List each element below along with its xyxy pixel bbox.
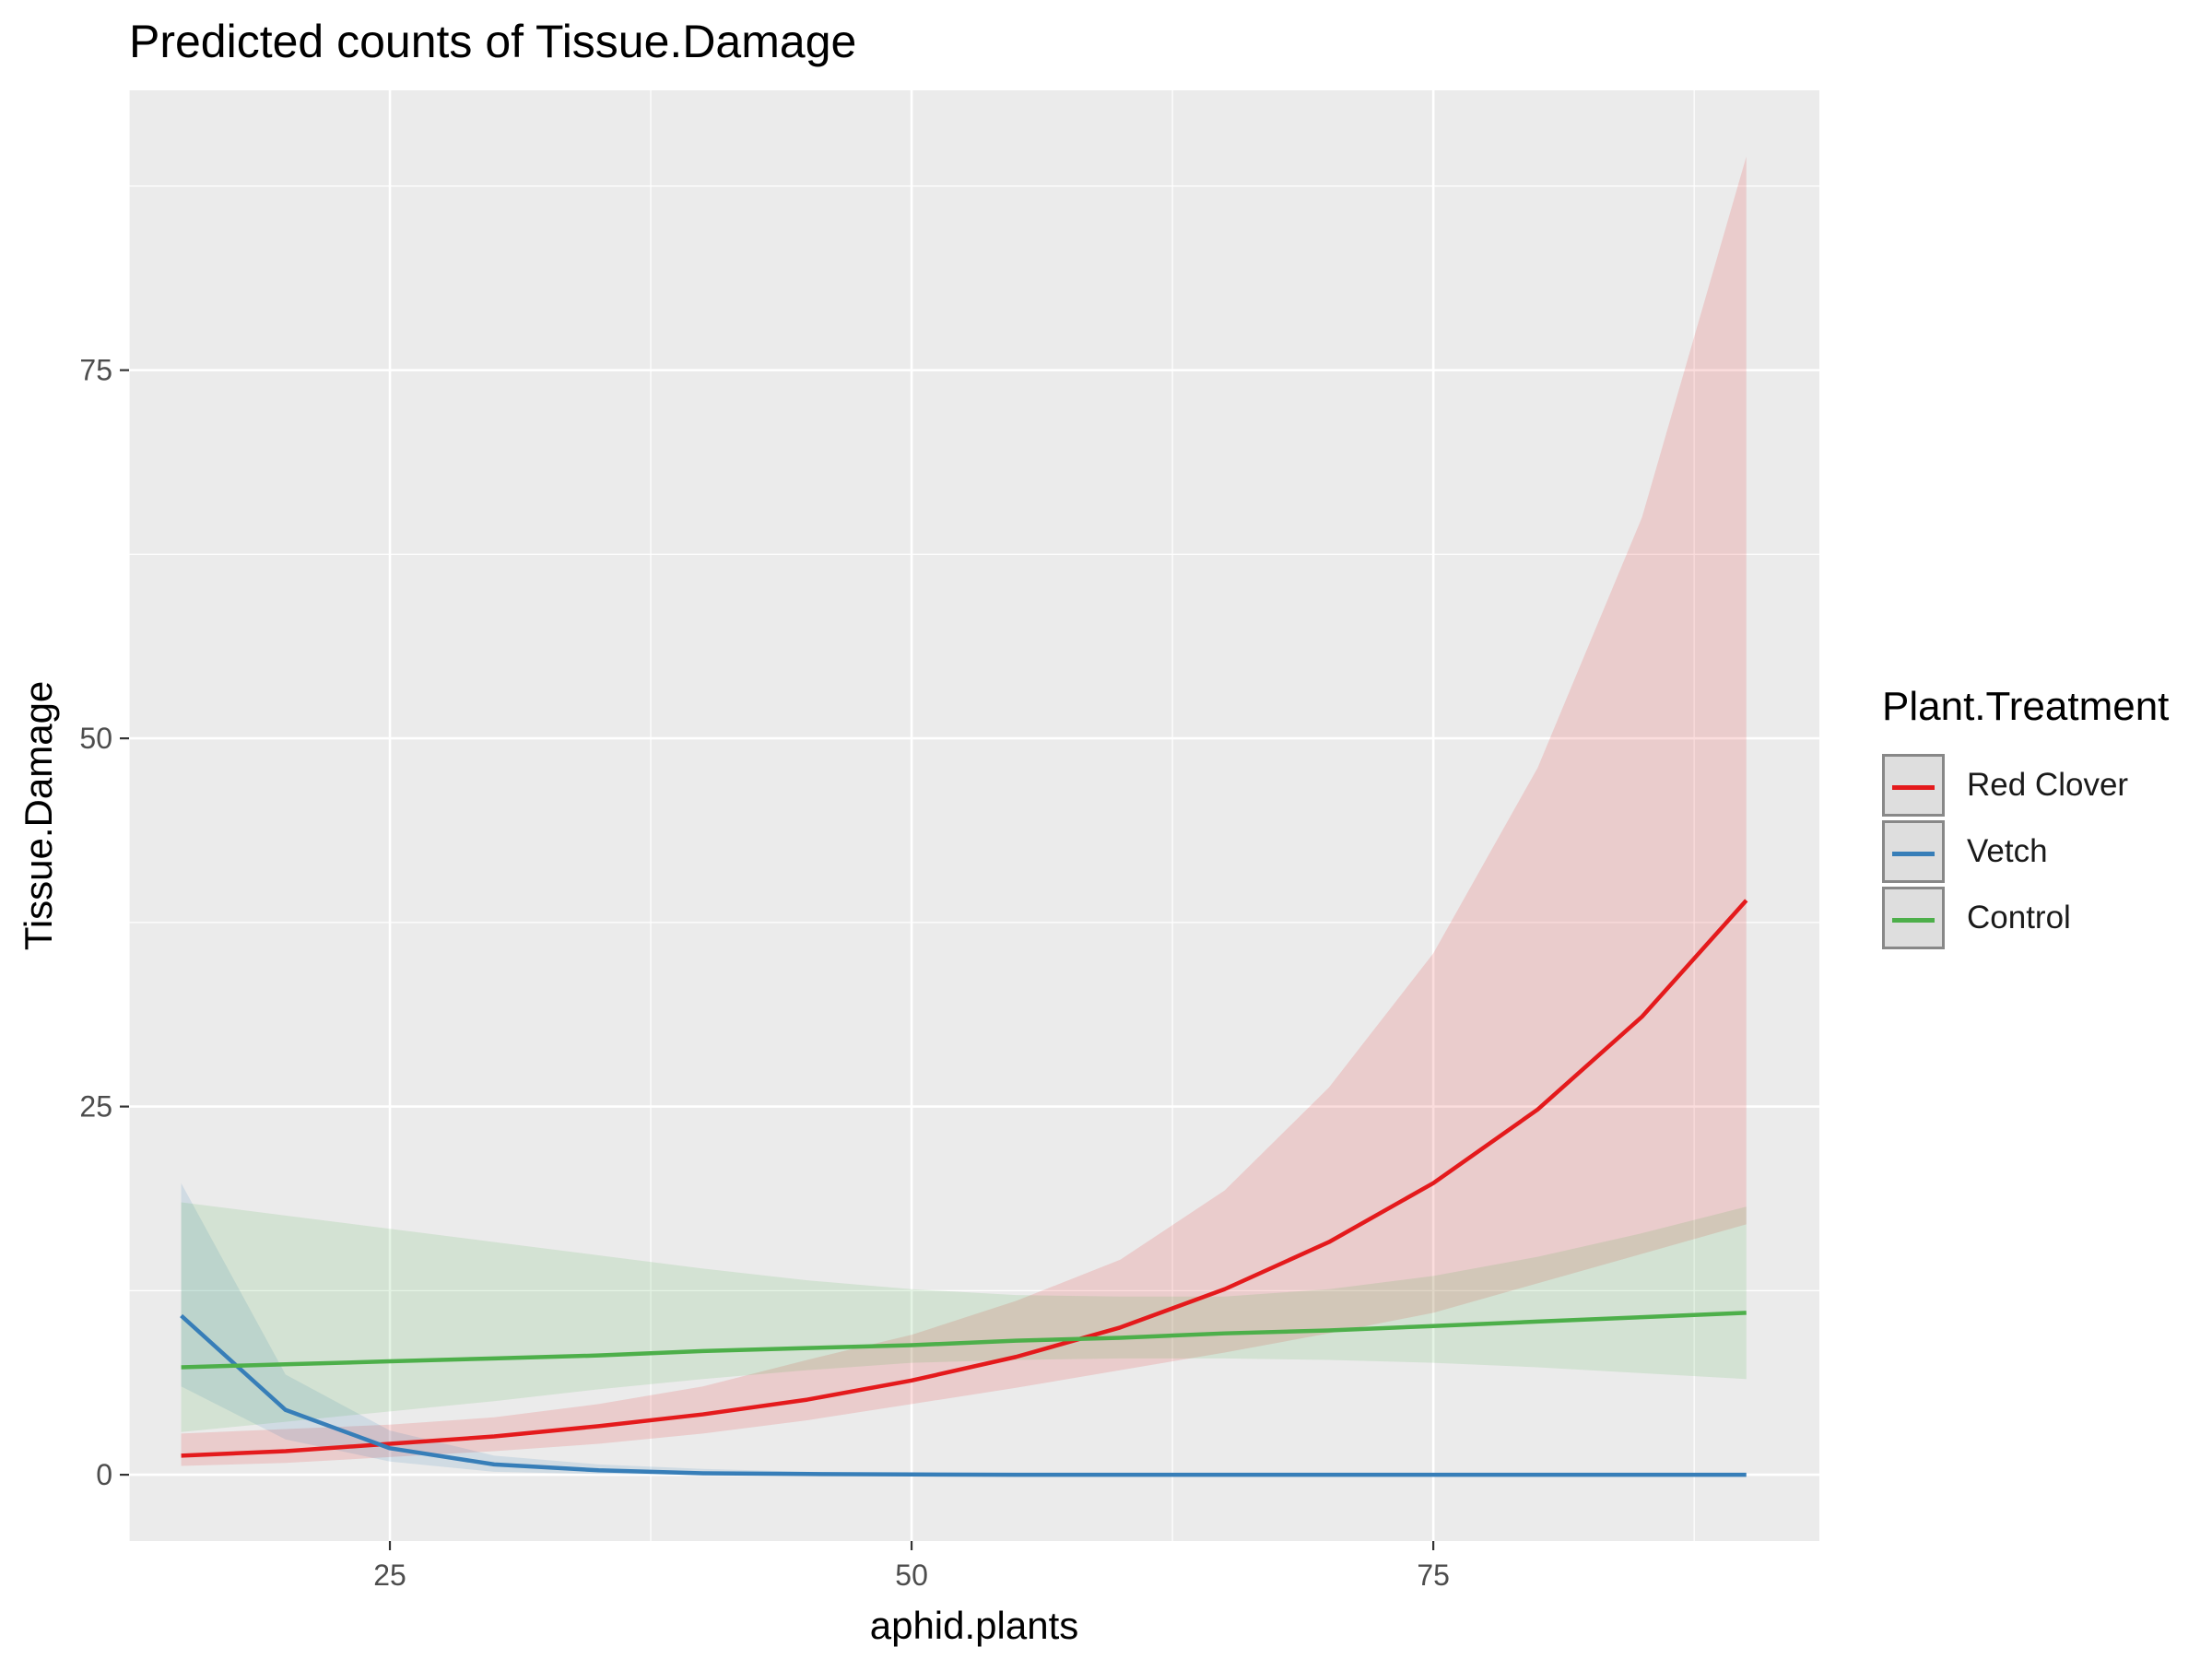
legend-line-red-clover — [1892, 785, 1935, 790]
y-tick-label: 0 — [96, 1458, 112, 1491]
y-tick-label: 50 — [79, 722, 112, 755]
series-line-vetch — [180, 1313, 1747, 1477]
legend-key-control — [1882, 887, 1945, 949]
plot-panel — [129, 90, 1819, 1541]
x-tick-label: 50 — [895, 1559, 928, 1592]
legend-label-control: Control — [1967, 900, 2071, 935]
y-tick-label: 25 — [79, 1090, 112, 1124]
series-line-control — [181, 1311, 1747, 1370]
legend-line-vetch — [1892, 852, 1935, 856]
legend-key-red-clover — [1882, 754, 1945, 817]
legend-key-vetch — [1882, 820, 1945, 883]
ribbon-control — [181, 1202, 1747, 1432]
legend: Plant.Treatment Red Clover Vetch Control — [1882, 684, 2169, 951]
series-line-red-clover — [181, 899, 1748, 1458]
legend-item-control: Control — [1882, 885, 2169, 951]
legend-title: Plant.Treatment — [1882, 684, 2170, 729]
legend-item-vetch: Vetch — [1882, 818, 2169, 885]
y-axis-title: Tissue.Damage — [17, 681, 60, 951]
legend-label-vetch: Vetch — [1967, 833, 2048, 869]
chart-title: Predicted counts of Tissue.Damage — [129, 16, 857, 67]
legend-line-control — [1892, 918, 1935, 923]
x-tick-label: 75 — [1417, 1559, 1450, 1592]
x-axis-title: aphid.plants — [870, 1604, 1079, 1647]
ribbon-red-clover — [181, 156, 1747, 1466]
x-tick-label: 25 — [373, 1559, 406, 1592]
y-tick-label: 75 — [79, 354, 112, 387]
legend-item-red-clover: Red Clover — [1882, 752, 2169, 818]
legend-label-red-clover: Red Clover — [1967, 767, 2129, 803]
